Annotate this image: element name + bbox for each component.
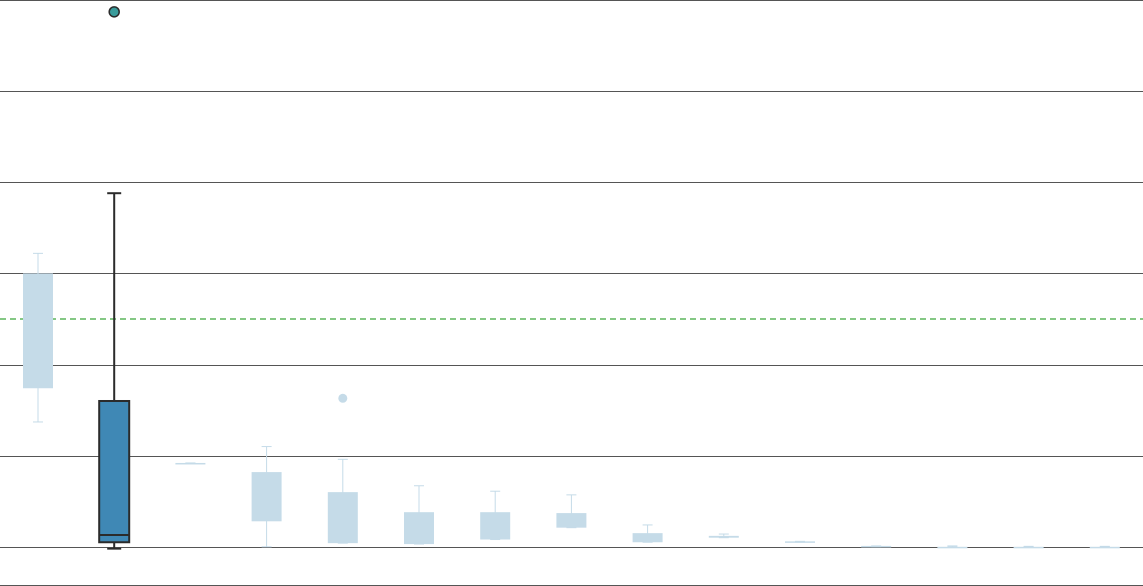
box-rect-13 — [1013, 546, 1044, 549]
box-12 — [937, 545, 968, 549]
box-rect-2 — [175, 462, 206, 465]
box-rect-10 — [785, 541, 815, 543]
box-7 — [556, 494, 587, 529]
box-2 — [175, 462, 206, 465]
box-6 — [480, 490, 511, 541]
box-10 — [785, 540, 815, 543]
box-13 — [1013, 545, 1044, 549]
box-rect-12 — [937, 546, 968, 549]
box-rect-8 — [632, 533, 663, 543]
box-11 — [861, 545, 892, 548]
box-0 — [23, 252, 53, 423]
box-rect-4 — [327, 492, 358, 544]
box-4 — [327, 393, 358, 544]
box-3 — [251, 446, 282, 548]
box-9 — [708, 533, 739, 539]
box-5 — [404, 485, 434, 545]
box-rect-9 — [708, 535, 739, 538]
box-rect-0 — [23, 273, 53, 389]
box-rect-7 — [556, 513, 587, 528]
box-rect-6 — [480, 512, 511, 540]
box-rect-11 — [861, 545, 892, 548]
box-rect-5 — [404, 512, 434, 545]
box-rect-1 — [98, 399, 131, 544]
box-rect-3 — [251, 472, 282, 522]
box-rect-14 — [1089, 546, 1120, 549]
box-layer — [23, 6, 1120, 550]
box-1 — [98, 6, 131, 550]
outlier-4-0 — [338, 393, 348, 403]
outlier-1-0 — [108, 6, 120, 18]
box-14 — [1089, 545, 1120, 549]
box-8 — [632, 524, 663, 543]
